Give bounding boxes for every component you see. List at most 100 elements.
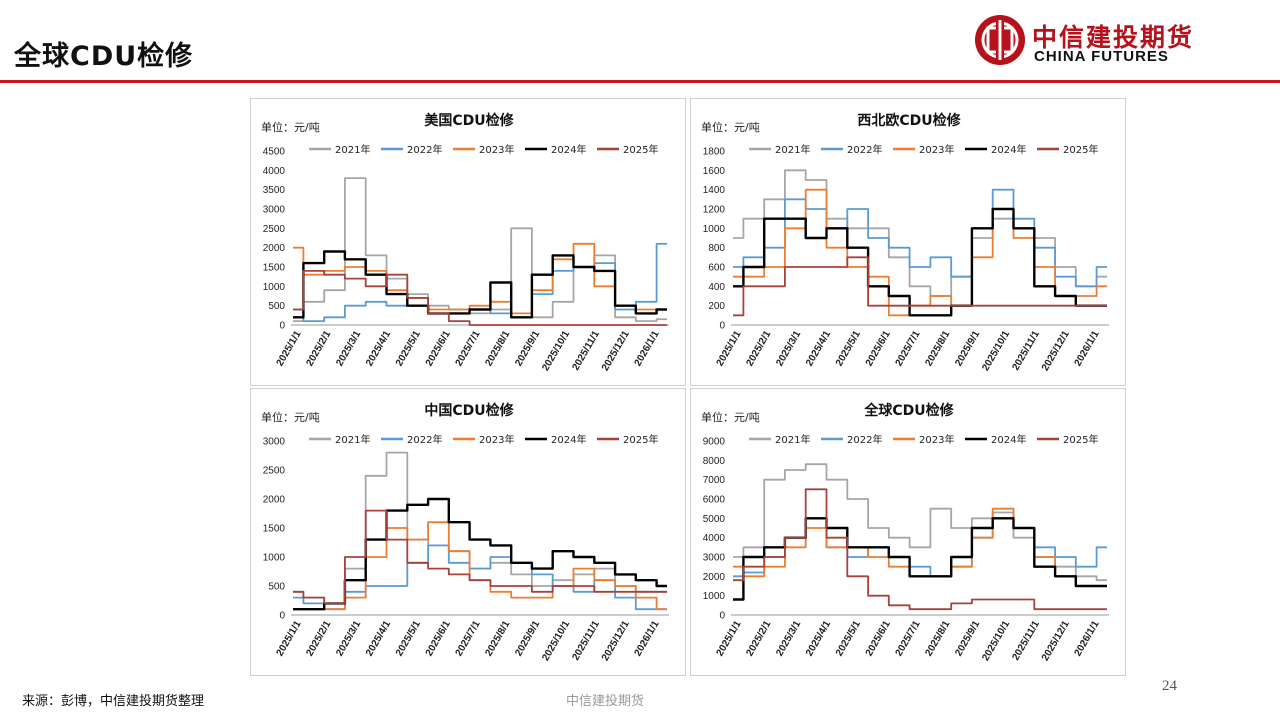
- x-tick-label: 2025/2/1: [304, 329, 333, 369]
- y-tick-label: 0: [279, 321, 285, 332]
- y-tick-label: 0: [719, 611, 725, 622]
- y-tick-label: 1200: [703, 205, 726, 216]
- company-logo: 中信建投期货 CHINA FUTURES: [974, 12, 1274, 72]
- y-tick-label: 3000: [703, 553, 726, 564]
- unit-label: 单位：元/吨: [261, 120, 320, 134]
- y-tick-label: 7000: [703, 475, 726, 486]
- series-line: [293, 242, 667, 315]
- y-tick-label: 800: [708, 243, 725, 254]
- series-line: [293, 250, 667, 319]
- series-line: [293, 497, 667, 611]
- chart-panel-us: 美国CDU检修 单位：元/吨 2021年 2022年 2023年 2024年 2025年 0 5…: [250, 98, 686, 386]
- x-tick-label: 2025/10/1: [540, 619, 572, 663]
- legend-label: 2021年: [775, 433, 810, 446]
- y-tick-label: 6000: [703, 495, 726, 506]
- x-tick-label: 2025/9/1: [953, 619, 982, 659]
- legend-label: 2025年: [623, 143, 658, 156]
- x-tick-label: 2025/11/1: [1010, 329, 1042, 373]
- x-tick-label: 2026/1/1: [633, 329, 662, 369]
- series-line: [293, 521, 667, 611]
- source-note: 来源：彭博，中信建投期货整理: [22, 694, 205, 709]
- x-tick-label: 2025/4/1: [364, 619, 393, 659]
- y-tick-label: 1000: [263, 553, 286, 564]
- y-tick-label: 1800: [703, 147, 726, 158]
- y-tick-label: 2500: [263, 466, 286, 477]
- x-tick-label: 2025/12/1: [1040, 329, 1072, 373]
- chart-title: 全球CDU检修: [863, 402, 954, 419]
- chart-title: 美国CDU检修: [424, 112, 514, 129]
- x-tick-label: 2025/8/1: [483, 619, 512, 659]
- x-tick-label: 2025/9/1: [513, 619, 542, 659]
- legend-label: 2024年: [551, 433, 586, 446]
- series-line: [733, 517, 1107, 601]
- x-tick-label: 2025/12/1: [600, 619, 632, 663]
- x-tick-label: 2025/11/1: [1010, 619, 1042, 663]
- slide-title: 全球CDU检修: [14, 41, 194, 72]
- y-tick-label: 1600: [703, 166, 726, 177]
- x-tick-label: 2025/8/1: [483, 329, 512, 369]
- x-tick-label: 2025/2/1: [304, 619, 333, 659]
- x-tick-label: 2025/3/1: [774, 329, 803, 369]
- series-line: [293, 177, 667, 322]
- legend-label: 2025年: [1063, 433, 1098, 446]
- y-tick-label: 200: [708, 301, 725, 312]
- y-tick-label: 500: [268, 301, 285, 312]
- x-tick-label: 2025/5/1: [834, 329, 863, 369]
- chart-panel-nw-europe: 西北欧CDU检修 单位：元/吨 2021年 2022年 2023年 2024年 2025年 0…: [690, 98, 1126, 386]
- chart-panel-china: 中国CDU检修 单位：元/吨 2021年 2022年 2023年 2024年 2025年 0 5…: [250, 388, 686, 676]
- y-tick-label: 1500: [263, 524, 286, 535]
- x-tick-label: 2025/5/1: [834, 619, 863, 659]
- chart-title: 中国CDU检修: [424, 402, 514, 419]
- x-tick-label: 2025/1/1: [715, 619, 744, 659]
- y-tick-label: 2000: [263, 243, 286, 254]
- x-tick-label: 2025/4/1: [804, 329, 833, 369]
- legend-label: 2024年: [991, 143, 1026, 156]
- x-tick-label: 2025/10/1: [980, 329, 1012, 373]
- series-line: [733, 463, 1107, 582]
- legend-label: 2021年: [335, 143, 370, 156]
- x-tick-label: 2025/6/1: [864, 329, 893, 369]
- legend-label: 2021年: [775, 143, 810, 156]
- page-number: 24: [1162, 678, 1177, 694]
- series-line: [733, 256, 1107, 317]
- x-tick-label: 2025/1/1: [275, 619, 304, 659]
- chart-title: 西北欧CDU检修: [857, 112, 961, 129]
- x-tick-label: 2026/1/1: [1073, 329, 1102, 369]
- unit-label: 单位：元/吨: [261, 410, 320, 424]
- series-line: [733, 188, 1107, 317]
- x-tick-label: 2025/4/1: [364, 329, 393, 369]
- y-tick-label: 0: [279, 611, 285, 622]
- x-tick-label: 2025/7/1: [894, 619, 923, 659]
- y-tick-label: 4500: [263, 147, 286, 158]
- y-tick-label: 8000: [703, 456, 726, 467]
- series-line: [733, 188, 1107, 288]
- x-tick-label: 2025/7/1: [454, 619, 483, 659]
- chart-nw-europe-svg: 西北欧CDU检修 单位：元/吨 2021年 2022年 2023年 2024年 2025年 0…: [701, 112, 1109, 373]
- footer-company: 中信建投期货: [566, 694, 645, 709]
- y-tick-label: 4000: [703, 533, 726, 544]
- x-tick-label: 2025/3/1: [334, 619, 363, 659]
- x-tick-label: 2025/1/1: [275, 329, 304, 369]
- legend-label: 2021年: [335, 433, 370, 446]
- unit-label: 单位：元/吨: [701, 120, 760, 134]
- x-tick-label: 2025/11/1: [570, 619, 602, 663]
- y-tick-label: 500: [268, 582, 285, 593]
- x-tick-label: 2025/7/1: [894, 329, 923, 369]
- legend-label: 2025年: [1063, 143, 1098, 156]
- chart-grid: 美国CDU检修 单位：元/吨 2021年 2022年 2023年 2024年 2025年 0 5…: [250, 98, 1128, 678]
- x-tick-label: 2025/12/1: [1040, 619, 1072, 663]
- chart-china-svg: 中国CDU检修 单位：元/吨 2021年 2022年 2023年 2024年 2025年 0 5…: [261, 402, 669, 663]
- x-tick-label: 2025/9/1: [953, 329, 982, 369]
- x-tick-label: 2025/5/1: [394, 329, 423, 369]
- y-tick-label: 5000: [703, 514, 726, 525]
- legend-label: 2024年: [551, 143, 586, 156]
- x-tick-label: 2025/3/1: [334, 329, 363, 369]
- x-tick-label: 2025/11/1: [570, 329, 602, 373]
- x-tick-label: 2026/1/1: [633, 619, 662, 659]
- y-tick-label: 0: [719, 321, 725, 332]
- x-tick-label: 2025/8/1: [923, 329, 952, 369]
- legend-label: 2023年: [919, 143, 954, 156]
- x-tick-label: 2025/9/1: [513, 329, 542, 369]
- x-tick-label: 2026/1/1: [1073, 619, 1102, 659]
- citic-logo-mark-icon: [975, 15, 1025, 65]
